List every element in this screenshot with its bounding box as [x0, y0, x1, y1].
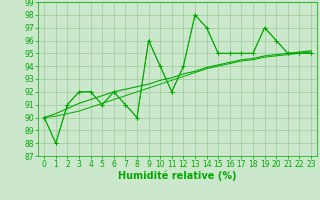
X-axis label: Humidité relative (%): Humidité relative (%) [118, 171, 237, 181]
